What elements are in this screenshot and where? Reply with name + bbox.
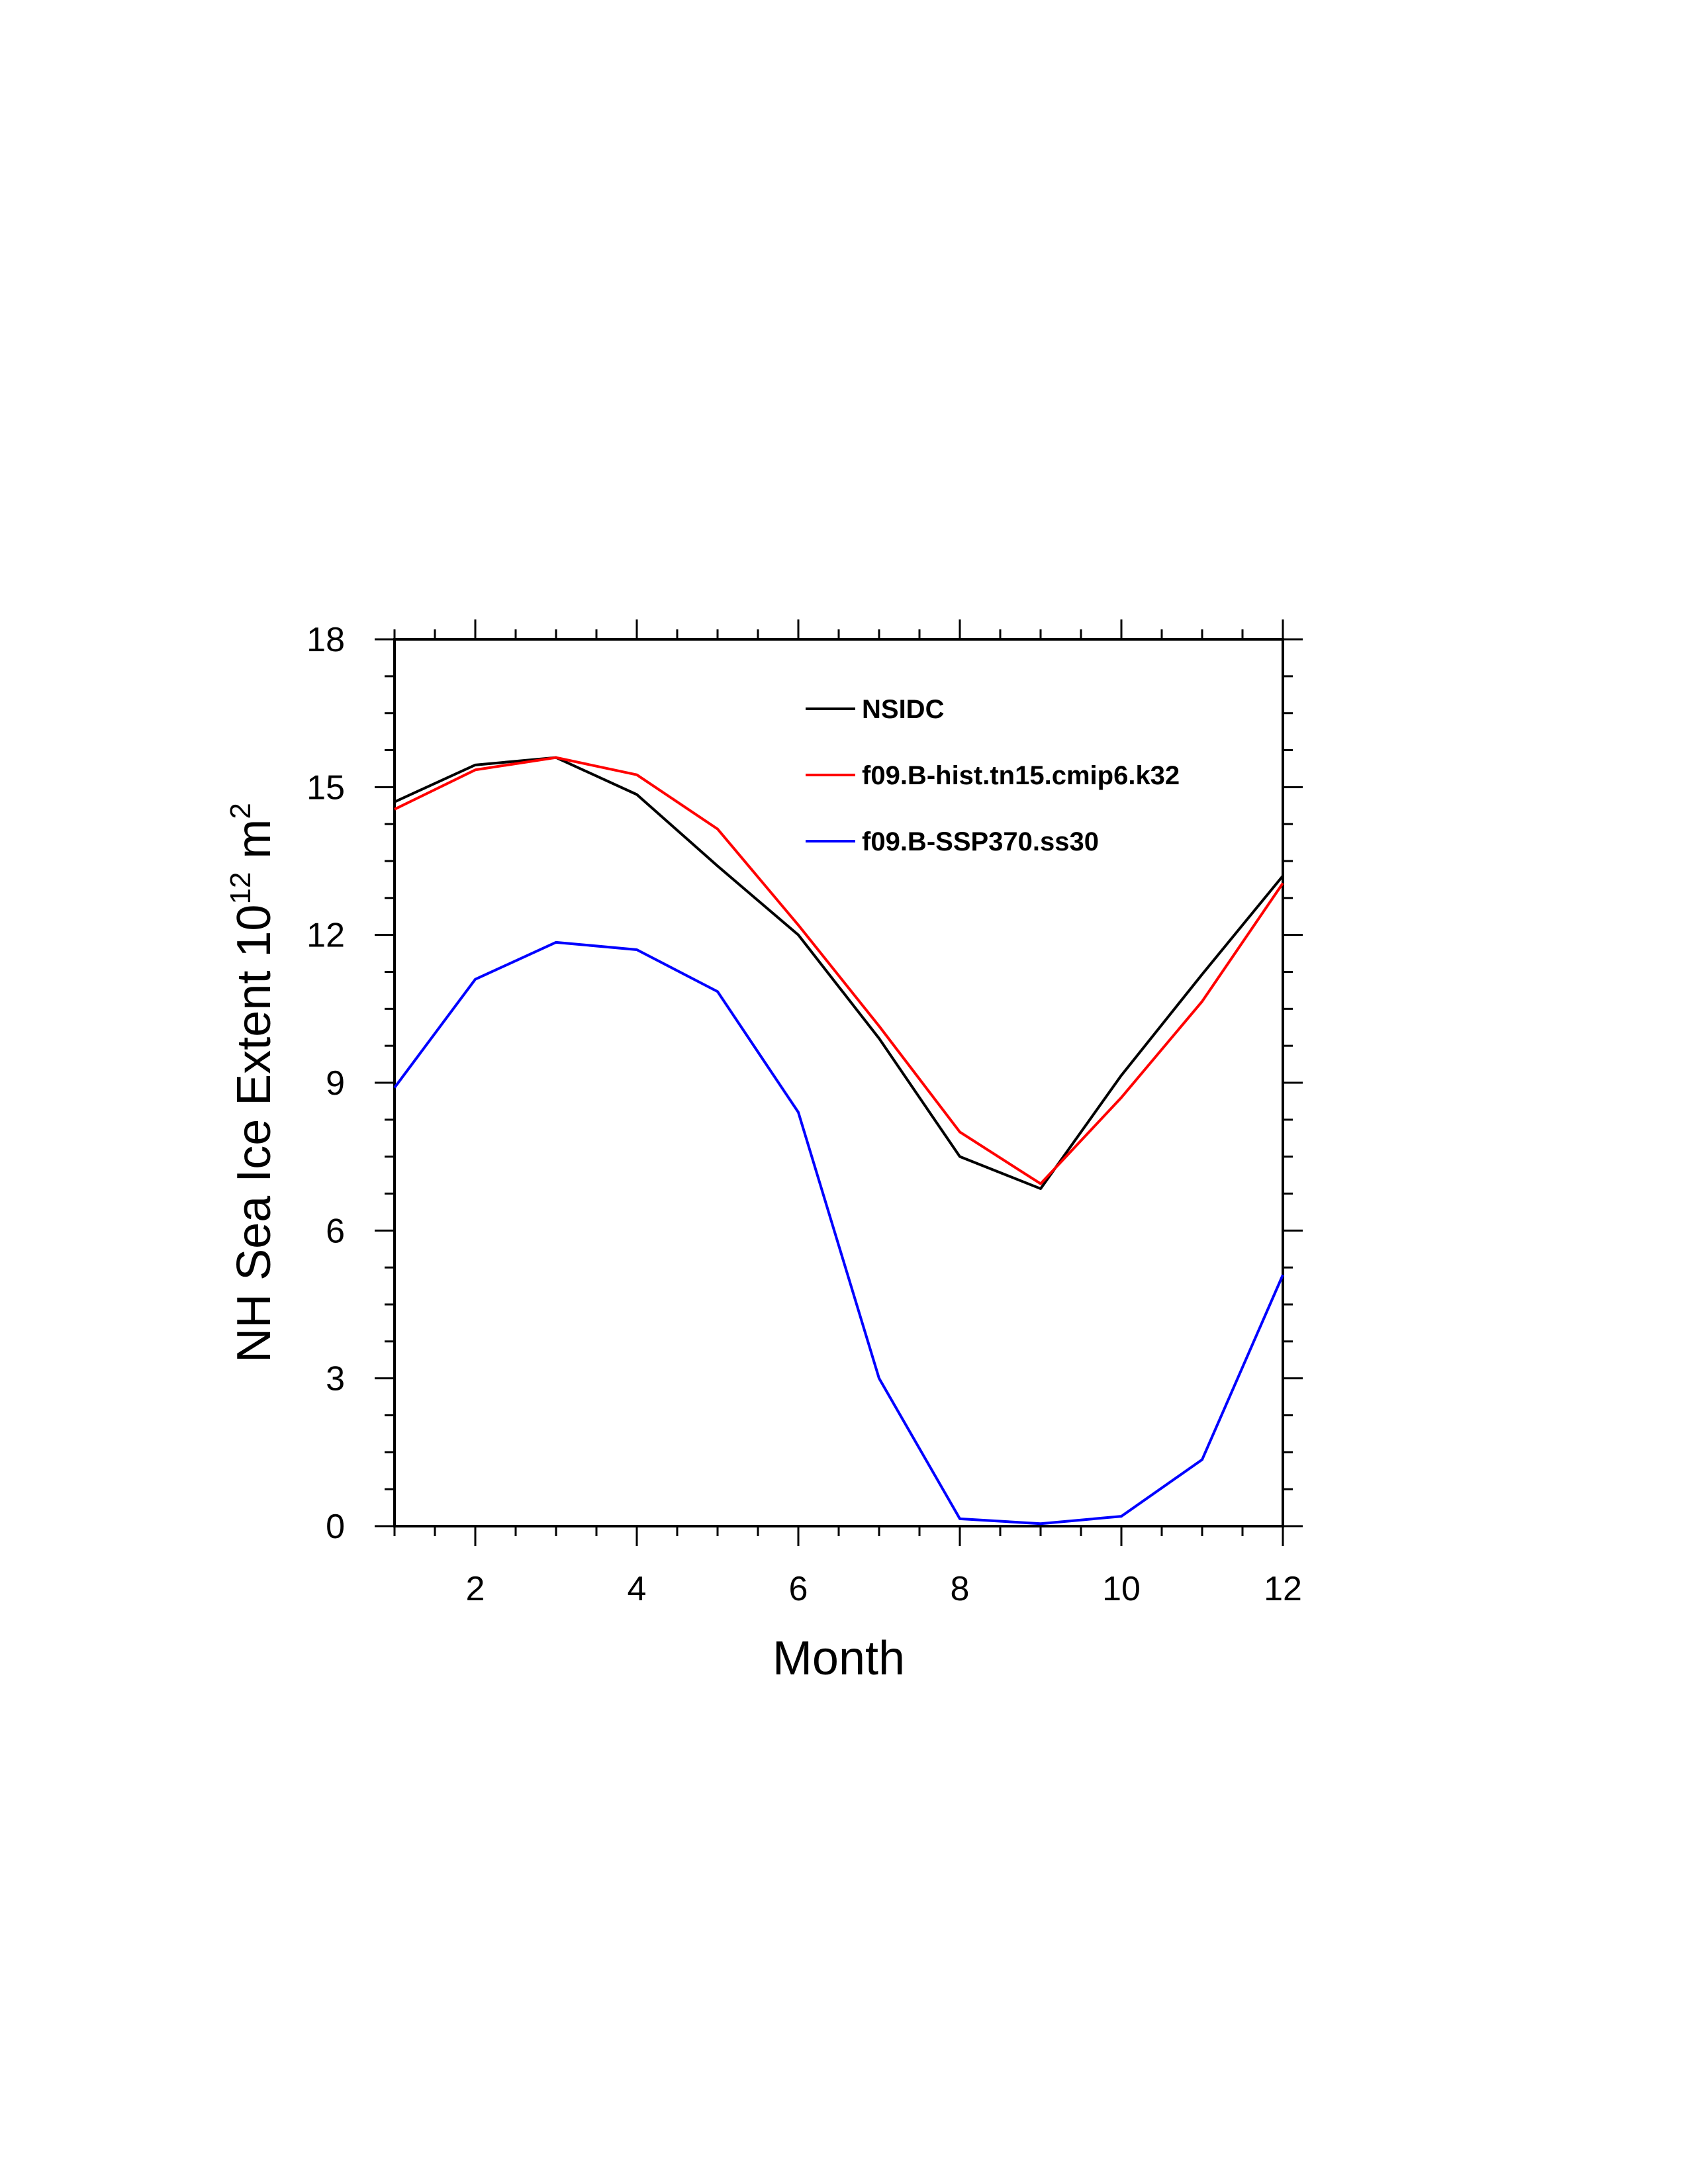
legend: NSIDC f09.B-hist.tn15.cmip6.k32 f09.B-SSP3… [806, 695, 1180, 856]
x-tick-label: 4 [628, 1570, 647, 1608]
legend-label: f09.B-SSP370.ss30 [862, 827, 1099, 856]
x-tick-label: 6 [789, 1570, 808, 1608]
x-tick-label: 2 [466, 1570, 485, 1608]
y-tick-label: 0 [326, 1508, 345, 1546]
legend-label: f09.B-hist.tn15.cmip6.k32 [862, 761, 1180, 790]
y-tick-label: 18 [306, 621, 345, 659]
y-tick-label: 15 [306, 768, 345, 807]
x-tick-label: 12 [1264, 1570, 1302, 1608]
y-tick-label: 3 [326, 1360, 345, 1398]
y-tick-label: 6 [326, 1212, 345, 1250]
y-axis-title-unit-exponent: 2 [224, 803, 257, 819]
x-tick-labels: 2 4 6 8 10 12 [466, 1570, 1302, 1608]
series-lines [393, 756, 1284, 1525]
y-tick-labels: 0 3 6 9 12 15 18 [306, 621, 345, 1546]
y-axis-title-exponent: 12 [224, 872, 257, 905]
y-axis-title-unit: m [228, 819, 281, 872]
y-tick-label: 12 [306, 917, 345, 955]
y-axis-title-main: NH Sea Ice Extent 10 [228, 905, 281, 1363]
series-line-2 [394, 756, 1284, 1185]
y-tick-label: 9 [326, 1064, 345, 1103]
series-line-1 [394, 756, 1284, 1191]
plot-frame [393, 638, 1284, 1527]
x-tick-label: 10 [1102, 1570, 1141, 1608]
y-axis-title: NH Sea Ice Extent 1012 m2 [224, 803, 281, 1363]
x-axis-title: Month [773, 1632, 905, 1685]
legend-label: NSIDC [862, 695, 944, 724]
axis-ticks [375, 619, 1303, 1546]
series-line-3 [393, 940, 1284, 1525]
x-tick-label: 8 [951, 1570, 970, 1608]
